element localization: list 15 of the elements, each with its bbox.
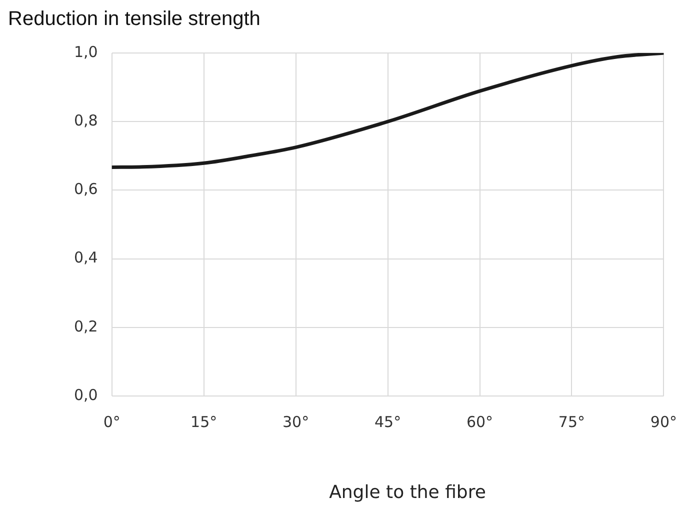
y-tick-label: 0,2 — [74, 317, 98, 336]
x-tick-label: 15° — [190, 412, 218, 431]
x-tick-label: 75° — [558, 412, 586, 431]
y-tick-label: 0,8 — [74, 111, 98, 130]
y-tick-label: 0,6 — [74, 180, 98, 198]
x-tick-label: 0° — [103, 412, 120, 431]
y-tick-label: 1,0 — [74, 42, 98, 61]
y-tick-label: 0,4 — [74, 248, 98, 267]
x-tick-label: 30° — [282, 412, 310, 431]
y-tick-label: 0,0 — [74, 386, 98, 404]
x-tick-label: 60° — [466, 412, 494, 431]
x-tick-label: 45° — [374, 412, 402, 431]
x-axis-title: Angle to the fibre — [328, 482, 487, 503]
x-tick-label: 90° — [650, 412, 678, 431]
chart-title: Reduction in tensile strength — [8, 8, 260, 31]
